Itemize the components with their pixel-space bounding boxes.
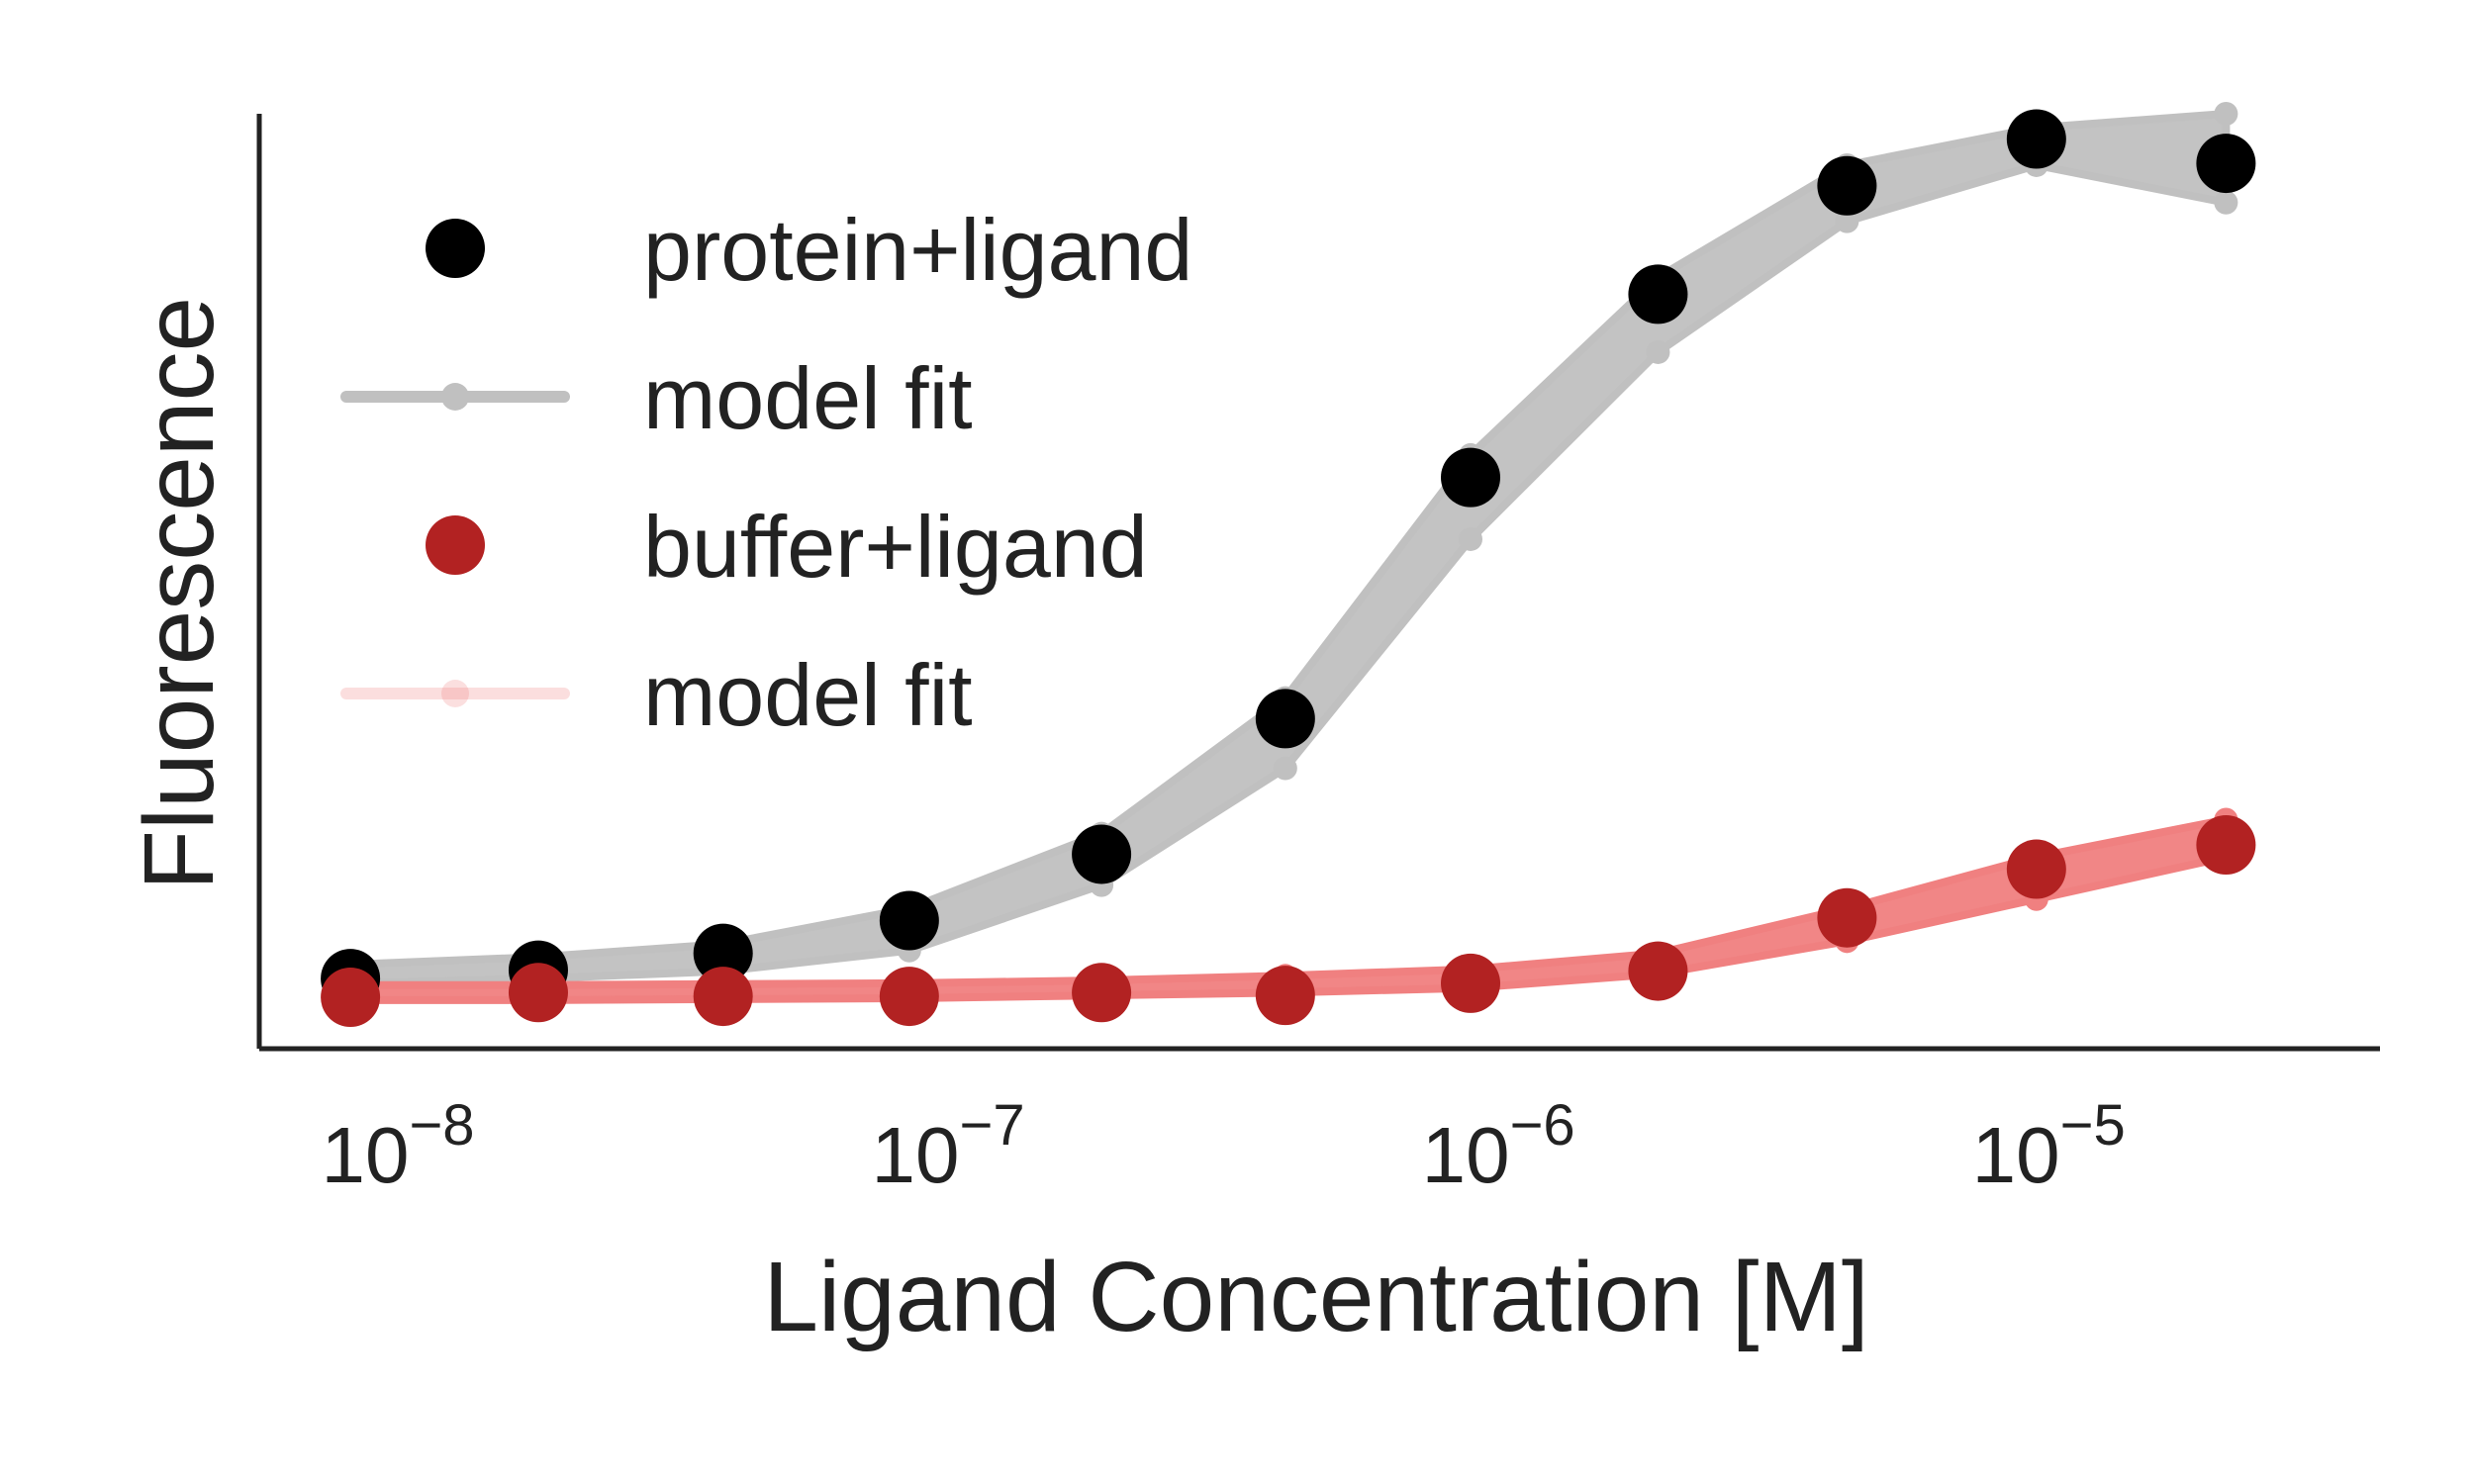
legend-marker-protein-ligand [426, 219, 485, 278]
model-fit-marker [2214, 190, 2238, 215]
data-points [321, 109, 2256, 1028]
model-fit-marker [1835, 209, 1859, 233]
legend-label: model fit [643, 349, 973, 447]
axes [256, 114, 2380, 1052]
protein-ligand-point [1072, 824, 1132, 884]
x-tick-label: 10−8 [321, 1093, 474, 1199]
protein-ligand-point [2006, 109, 2066, 169]
legend: protein+ligand model fit buffer+ligand mode… [340, 201, 1192, 744]
buffer-ligand-point [1072, 963, 1132, 1023]
model-fit-bands [338, 102, 2238, 1012]
model-fit-marker [1273, 756, 1297, 781]
buffer-ligand-point [321, 968, 381, 1028]
model-fit-marker [1646, 339, 1670, 364]
protein-ligand-point [1255, 689, 1315, 749]
model-fit-band-0 [346, 110, 2231, 987]
protein-ligand-point [1441, 447, 1501, 508]
legend-line-marker [441, 680, 469, 707]
x-tick-label: 10−6 [1422, 1093, 1575, 1199]
x-tick-label: 10−5 [1972, 1093, 2126, 1199]
legend-marker-buffer-ligand [426, 515, 485, 575]
buffer-ligand-point [508, 963, 568, 1023]
model-fit-marker [2214, 102, 2238, 126]
model-fit-marker [1459, 526, 1483, 551]
protein-ligand-point [1817, 155, 1877, 216]
y-axis-label: Fluorescence [124, 297, 235, 890]
buffer-ligand-point [1441, 953, 1501, 1013]
buffer-ligand-point [879, 967, 939, 1027]
buffer-ligand-point [1628, 941, 1688, 1001]
protein-ligand-point [693, 923, 753, 983]
buffer-ligand-point [1817, 887, 1877, 948]
x-tick-label: 10−7 [872, 1093, 1025, 1199]
buffer-ligand-point [2006, 839, 2066, 899]
protein-ligand-point [1628, 264, 1688, 325]
x-tick-labels: 10−8 10−7 10−6 10−5 [321, 1093, 2125, 1199]
legend-label: buffer+ligand [643, 498, 1148, 596]
x-axis-label: Ligand Concentration [M] [763, 1242, 1868, 1352]
buffer-ligand-point [1255, 966, 1315, 1026]
legend-label: model fit [643, 646, 973, 744]
buffer-ligand-point [2196, 814, 2256, 875]
protein-ligand-point [2196, 134, 2256, 194]
legend-label: protein+ligand [643, 201, 1192, 299]
protein-ligand-point [879, 890, 939, 951]
legend-line-marker [441, 383, 469, 411]
buffer-ligand-point [693, 967, 753, 1027]
